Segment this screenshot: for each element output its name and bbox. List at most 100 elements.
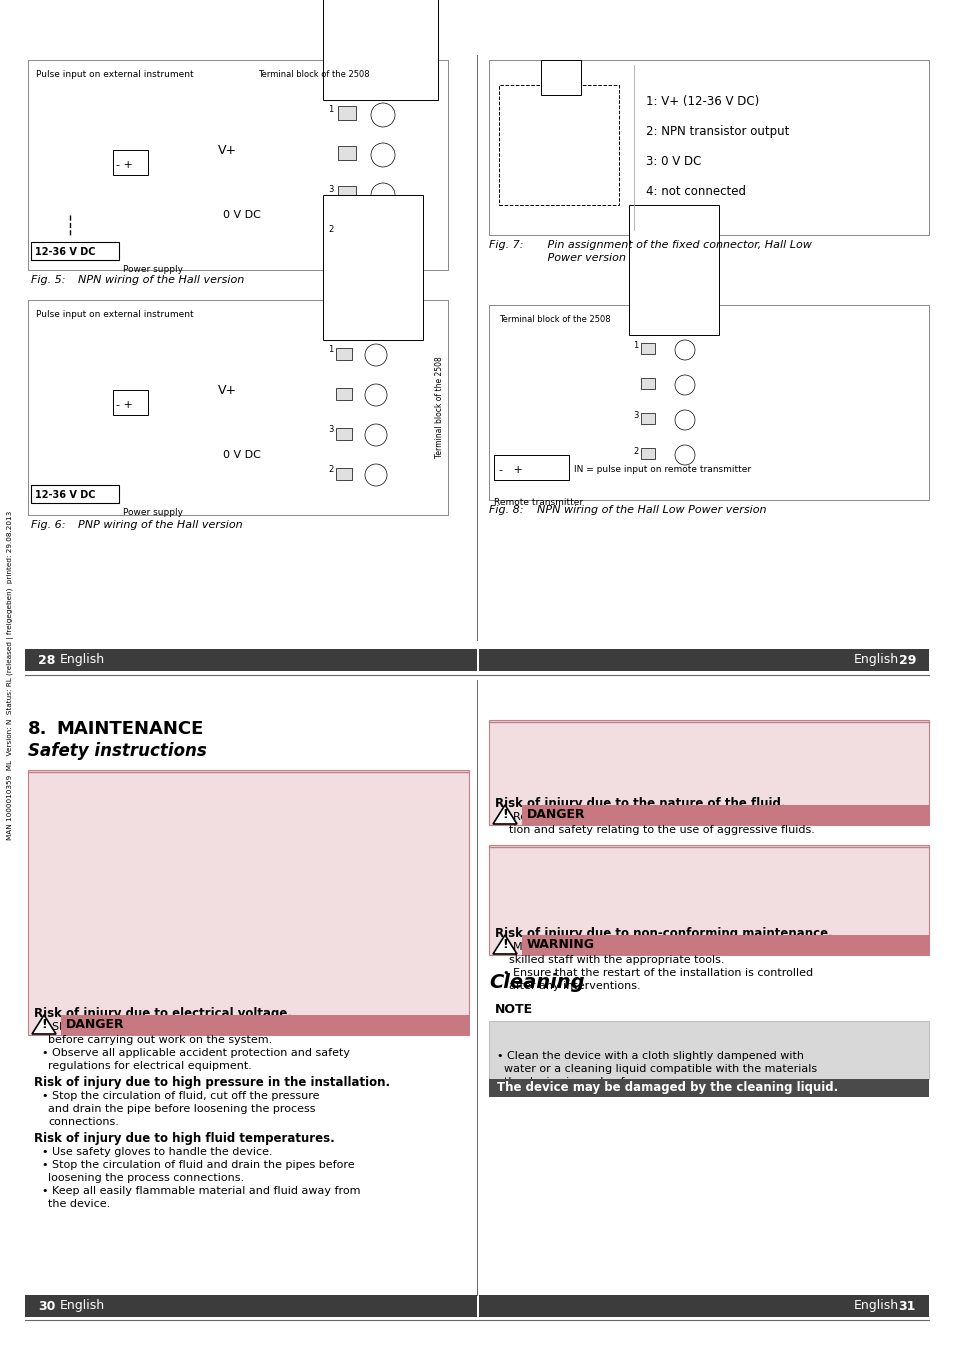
Text: • Stop the circulation of fluid, cut off the pressure: • Stop the circulation of fluid, cut off… [42, 1091, 319, 1102]
Text: Fig. 5:: Fig. 5: [30, 275, 66, 285]
Text: DANGER: DANGER [66, 1018, 125, 1031]
Bar [337, 146, 355, 161]
Text: English: English [853, 1300, 898, 1312]
Bar [489, 845, 928, 954]
Text: English: English [853, 653, 898, 667]
Text: MAINTENANCE: MAINTENANCE [56, 720, 203, 738]
Text: DANGER: DANGER [526, 809, 585, 822]
Bar [25, 649, 476, 671]
Text: PNP wiring of the Hall version: PNP wiring of the Hall version [78, 520, 242, 531]
Text: The device may be damaged by the cleaning liquid.: The device may be damaged by the cleanin… [497, 1081, 838, 1095]
Bar [335, 348, 352, 360]
Bar [337, 225, 355, 240]
Text: Terminal block of the 2508: Terminal block of the 2508 [257, 70, 369, 80]
Text: Remote transmitter: Remote transmitter [494, 498, 582, 508]
Text: 0 V DC: 0 V DC [223, 450, 260, 460]
Text: before carrying out work on the system.: before carrying out work on the system. [48, 1035, 272, 1045]
Bar [337, 107, 355, 120]
Text: • Observe all applicable accident protection and safety: • Observe all applicable accident protec… [42, 1048, 350, 1058]
Text: 4: not connected: 4: not connected [645, 185, 745, 198]
Text: Pulse input on external instrument: Pulse input on external instrument [36, 70, 193, 80]
Circle shape [675, 410, 695, 431]
Bar [323, 194, 422, 340]
Text: the device is made of.: the device is made of. [503, 1077, 627, 1087]
Bar [494, 455, 568, 481]
Bar [30, 242, 119, 261]
Bar [335, 387, 352, 400]
Text: Risk of injury due to electrical voltage.: Risk of injury due to electrical voltage… [34, 1007, 292, 1021]
Text: • Clean the device with a cloth slightly dampened with: • Clean the device with a cloth slightly… [497, 1052, 803, 1061]
Text: Fig. 8:: Fig. 8: [489, 505, 523, 514]
Text: Power supply: Power supply [123, 508, 183, 517]
Text: NOTE: NOTE [495, 1003, 533, 1017]
Bar [323, 0, 437, 100]
Text: 2: 2 [633, 447, 638, 455]
Text: regulations for electrical equipment.: regulations for electrical equipment. [48, 1061, 252, 1071]
Text: English: English [60, 1300, 105, 1312]
Bar [521, 805, 928, 825]
Circle shape [365, 344, 387, 366]
Circle shape [371, 103, 395, 127]
Text: 2: 2 [328, 225, 333, 235]
Text: 31: 31 [898, 1300, 915, 1312]
Text: 30: 30 [38, 1300, 55, 1312]
Text: 1: V+ (12-36 V DC): 1: V+ (12-36 V DC) [645, 95, 759, 108]
Polygon shape [493, 936, 517, 954]
Bar [640, 343, 655, 354]
Bar [521, 936, 928, 954]
Text: WARNING: WARNING [526, 938, 595, 952]
Text: Risk of injury due to the nature of the fluid.: Risk of injury due to the nature of the … [495, 796, 784, 810]
Text: 3: 3 [328, 185, 333, 194]
Text: IN = pulse input on remote transmitter: IN = pulse input on remote transmitter [574, 466, 750, 474]
Circle shape [675, 340, 695, 360]
Bar [640, 448, 655, 459]
Text: • Maintenance must only be carried out by qualified and: • Maintenance must only be carried out b… [502, 942, 819, 952]
Text: and drain the pipe before loosening the process: and drain the pipe before loosening the … [48, 1104, 315, 1114]
Text: - +: - + [116, 400, 132, 410]
Circle shape [675, 446, 695, 464]
Text: 12-36 V DC: 12-36 V DC [35, 247, 95, 256]
Text: V+: V+ [218, 143, 237, 157]
Text: Power supply: Power supply [123, 265, 183, 274]
Bar [28, 300, 448, 514]
Text: Pulse input on external instrument: Pulse input on external instrument [36, 310, 193, 319]
Text: 2: 2 [328, 466, 333, 474]
Text: • Keep all easily flammable material and fluid away from: • Keep all easily flammable material and… [42, 1187, 360, 1196]
Bar [61, 1015, 469, 1035]
Bar [489, 1079, 928, 1098]
Text: Risk of injury due to high fluid temperatures.: Risk of injury due to high fluid tempera… [34, 1133, 335, 1145]
Text: 0 V DC: 0 V DC [223, 211, 260, 220]
Text: 3: 3 [328, 425, 333, 435]
Text: 8.: 8. [28, 720, 48, 738]
Text: MAN 1000010359  ML  Version: N  Status: RL (released | freigegeben)  printed: 29: MAN 1000010359 ML Version: N Status: RL … [8, 510, 14, 840]
Bar [489, 305, 928, 500]
Text: tion and safety relating to the use of aggressive fluids.: tion and safety relating to the use of a… [509, 825, 814, 836]
Text: -   +: - + [498, 464, 522, 475]
Polygon shape [32, 1015, 56, 1034]
Bar [335, 428, 352, 440]
Text: after any interventions.: after any interventions. [509, 981, 640, 991]
Text: NPN wiring of the Hall Low Power version: NPN wiring of the Hall Low Power version [537, 505, 765, 514]
Text: the device.: the device. [48, 1199, 111, 1210]
Circle shape [675, 375, 695, 396]
Text: 28: 28 [38, 653, 55, 667]
Text: • Respect the prevailing regulations on accident preven-: • Respect the prevailing regulations on … [502, 811, 819, 822]
Bar [28, 769, 469, 1035]
Bar [28, 59, 448, 270]
Text: skilled staff with the appropriate tools.: skilled staff with the appropriate tools… [509, 954, 723, 965]
Text: 1: 1 [633, 342, 638, 351]
Bar [478, 1295, 928, 1318]
Bar [489, 59, 928, 235]
Circle shape [365, 464, 387, 486]
Text: NPN wiring of the Hall version: NPN wiring of the Hall version [78, 275, 244, 285]
Text: water or a cleaning liquid compatible with the materials: water or a cleaning liquid compatible wi… [503, 1064, 817, 1075]
Text: Pin assignment of the fixed connector, Hall Low: Pin assignment of the fixed connector, H… [537, 240, 811, 250]
Bar [335, 468, 352, 481]
Text: 1: 1 [328, 346, 333, 355]
Text: • Stop the circulation of fluid and drain the pipes before: • Stop the circulation of fluid and drai… [42, 1160, 355, 1170]
Bar [540, 59, 580, 95]
Text: 3: 0 V DC: 3: 0 V DC [645, 155, 700, 167]
Text: Fig. 7:: Fig. 7: [489, 240, 523, 250]
Text: Power version: Power version [537, 252, 625, 263]
Text: Terminal block of the 2508: Terminal block of the 2508 [498, 315, 610, 324]
